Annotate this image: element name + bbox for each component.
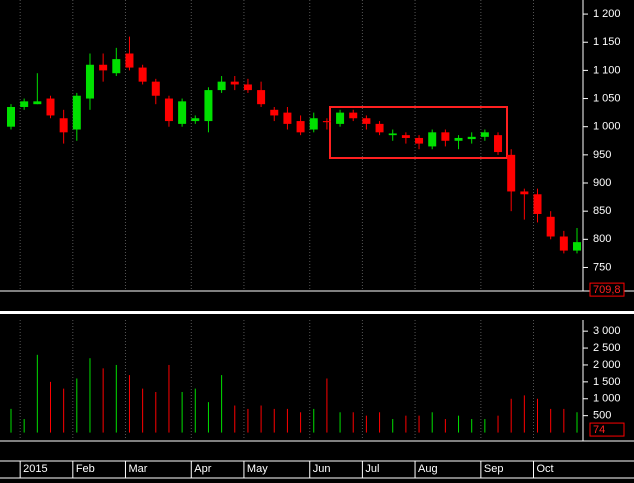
y-tick-label: 3 000 — [593, 325, 621, 337]
y-tick-label: 900 — [593, 177, 611, 189]
y-tick-label: 1 000 — [593, 121, 621, 133]
highlight-box — [329, 106, 508, 159]
candle-body — [428, 132, 437, 147]
candle-body — [349, 112, 358, 119]
y-tick-label: 800 — [593, 233, 611, 245]
candle-body — [270, 109, 279, 116]
candle-body — [507, 154, 516, 192]
y-tick-label: 1 150 — [593, 36, 621, 48]
candle-body — [546, 216, 555, 237]
y-tick-label: 850 — [593, 205, 611, 217]
candle-body — [454, 137, 463, 141]
last-value-box — [589, 282, 625, 297]
candle-body — [533, 194, 542, 214]
candle-body — [178, 101, 187, 124]
candle-body — [151, 81, 160, 96]
x-tick-label: Aug — [418, 463, 438, 475]
x-tick-label: Jul — [365, 463, 379, 475]
candle-body — [375, 123, 384, 133]
candle-body — [164, 98, 173, 122]
x-tick-label: Feb — [76, 463, 95, 475]
candle-body — [494, 135, 503, 153]
y-tick-label: 950 — [593, 149, 611, 161]
y-tick-label: 750 — [593, 261, 611, 273]
candle-body — [85, 64, 94, 99]
candle-body — [283, 112, 292, 124]
y-tick-label: 1 100 — [593, 64, 621, 76]
candle-body — [441, 132, 450, 141]
candle-body — [480, 132, 489, 137]
candle-body — [322, 121, 331, 123]
candle-body — [573, 242, 581, 251]
candle-body — [20, 101, 29, 107]
candle-body — [72, 95, 81, 130]
candle-body — [388, 133, 397, 136]
candle-body — [204, 90, 213, 122]
y-tick-label: 2 500 — [593, 342, 621, 354]
x-tick-label: Mar — [128, 463, 147, 475]
candle-body — [217, 81, 226, 91]
y-tick-label: 1 500 — [593, 376, 621, 388]
candle-body — [296, 121, 305, 133]
candle-body — [99, 64, 108, 71]
last-value-box — [589, 422, 625, 437]
y-tick-label: 1 000 — [593, 393, 621, 405]
candle-body — [362, 118, 371, 124]
x-tick-label: Jun — [313, 463, 331, 475]
y-tick-label: 1 200 — [593, 8, 621, 20]
y-tick-label: 2 000 — [593, 359, 621, 371]
candle-body — [112, 59, 121, 74]
candle-body — [125, 53, 134, 68]
x-tick-label: Apr — [194, 463, 211, 475]
candle-body — [243, 84, 252, 91]
x-tick-label: 2015 — [23, 463, 47, 475]
last-value-label: 74 — [593, 424, 605, 436]
candle-body — [336, 112, 345, 124]
candle-body — [230, 81, 239, 85]
candle-body — [467, 136, 476, 140]
candle-body — [46, 98, 55, 116]
candle-body — [191, 118, 200, 122]
candle-body — [559, 236, 568, 251]
y-tick-label: 1 050 — [593, 92, 621, 104]
candle-body — [59, 118, 68, 133]
candle-body — [7, 106, 15, 127]
panel-separator — [0, 311, 634, 314]
x-tick-label: Sep — [484, 463, 504, 475]
y-tick-label: 500 — [593, 410, 611, 422]
candle-body — [33, 101, 42, 105]
candle-body — [138, 67, 147, 82]
x-tick-label: May — [247, 463, 268, 475]
candle-body — [309, 118, 318, 130]
candle-body — [401, 135, 410, 138]
last-value-label: 709,8 — [593, 284, 621, 296]
x-tick-label: Oct — [537, 463, 554, 475]
candle-body — [257, 90, 266, 105]
candle-body — [520, 191, 529, 195]
candle-body — [415, 137, 424, 144]
